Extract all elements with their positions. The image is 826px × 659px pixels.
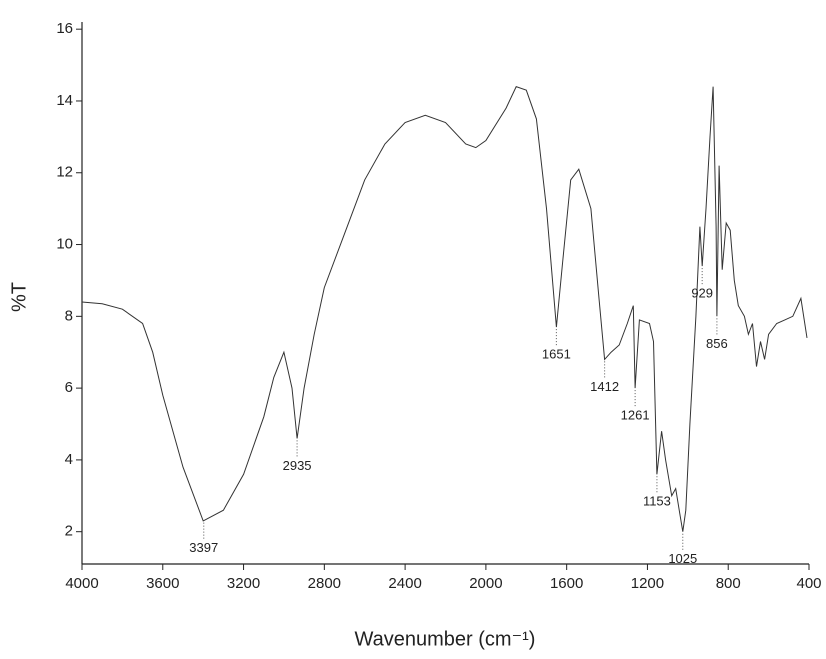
x-tick-label: 2400: [388, 575, 421, 592]
x-axis-title: Wavenumber (cm⁻¹): [355, 628, 536, 650]
y-tick-label: 14: [56, 92, 73, 109]
annotation-label: 929: [691, 286, 713, 301]
annotation-label: 1651: [542, 347, 571, 362]
x-tick-label: 1600: [550, 575, 583, 592]
x-tick-label: 1200: [631, 575, 664, 592]
x-tick-label: 2000: [469, 575, 502, 592]
y-tick-label: 2: [65, 523, 73, 540]
annotation-label: 856: [706, 336, 728, 351]
y-tick-label: 6: [65, 379, 73, 396]
annotation-label: 2935: [283, 458, 312, 473]
y-axis-title: %T: [8, 282, 30, 312]
x-tick-label: 800: [716, 575, 741, 592]
x-tick-label: 3600: [146, 575, 179, 592]
annotation-label: 1261: [621, 408, 650, 423]
annotation-label: 3397: [189, 540, 218, 555]
y-tick-label: 10: [56, 236, 73, 253]
y-tick-label: 16: [56, 20, 73, 37]
annotation-label: 1412: [590, 379, 619, 394]
x-tick-label: 4000: [65, 575, 98, 592]
spectrum-line: [81, 85, 808, 532]
x-tick-label: 2800: [308, 575, 341, 592]
y-tick-label: 12: [56, 164, 73, 181]
y-tick-label: 8: [65, 307, 73, 324]
annotation-label: 1025: [668, 551, 697, 566]
y-tick-label: 4: [65, 451, 73, 468]
annotation-label: 1153: [643, 494, 671, 509]
x-tick-label: 3200: [227, 575, 260, 592]
x-tick-label: 400: [796, 575, 821, 592]
